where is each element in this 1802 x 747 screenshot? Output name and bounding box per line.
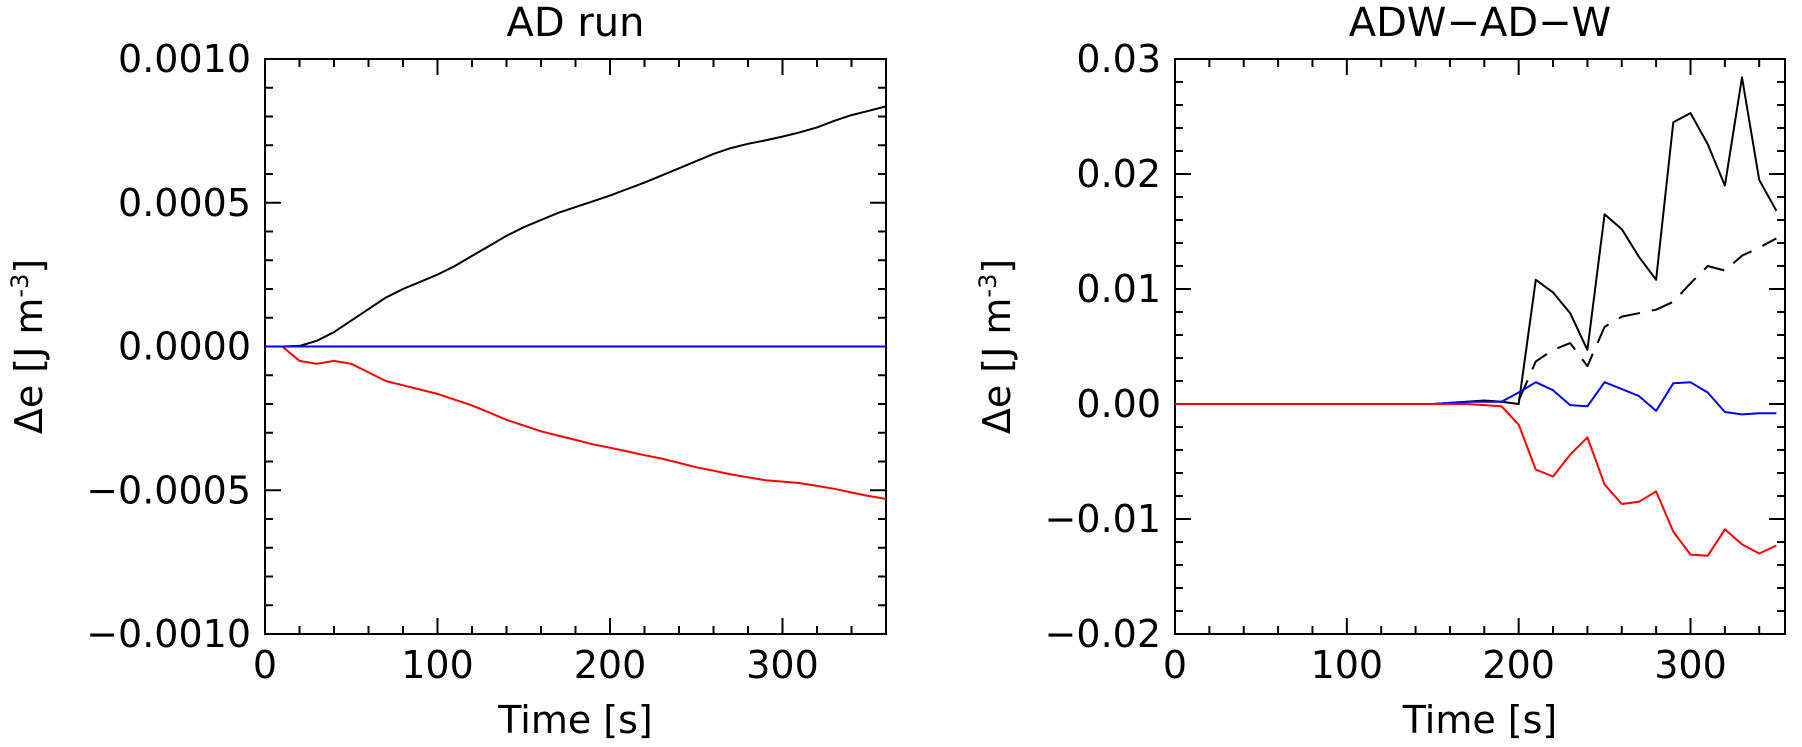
y-axis-label-main: Δe [J m: [975, 298, 1019, 435]
series-line-3: [1175, 403, 1777, 557]
x-tick-label: 300: [1654, 643, 1727, 687]
x-axis-label: Time [s]: [497, 698, 653, 742]
y-tick-label: −0.0010: [86, 612, 251, 656]
plot-frame: [1174, 58, 1786, 635]
y-axis-label-close: ]: [975, 259, 1019, 274]
y-tick-label: 0.03: [1076, 37, 1161, 81]
panel-adw-ad-w: ADW−AD−W 0 100 200 300 −0.02 −0.01 0.00 0.01 0.02…: [974, 0, 1786, 742]
y-tick-label: −0.01: [1045, 497, 1161, 541]
series-line-0: [265, 105, 886, 348]
y-tick-label: 0.02: [1076, 152, 1161, 196]
chart-title: ADW−AD−W: [1349, 0, 1611, 46]
y-tick-label: 0.01: [1076, 267, 1161, 311]
x-tick-label: 0: [1163, 643, 1187, 687]
x-tick-label: 0: [253, 643, 277, 687]
y-axis-label: Δe [J m-3]: [974, 259, 1019, 434]
chart-title: AD run: [506, 0, 644, 46]
y-tick-label: 0.0000: [118, 325, 251, 369]
x-tick-label: 200: [574, 643, 647, 687]
y-tick-label: −0.0005: [86, 468, 251, 512]
series-line-1: [1517, 237, 1777, 401]
y-axis-label-exponent: -3: [6, 274, 34, 298]
y-axis-label-main: Δe [J m: [7, 298, 51, 435]
y-tick-label: 0.00: [1076, 382, 1161, 426]
x-axis-label: Time [s]: [1402, 698, 1558, 742]
y-tick-label: 0.0005: [118, 181, 251, 225]
y-axis-label-exponent: -3: [974, 274, 1002, 298]
x-tick-label: 200: [1482, 643, 1555, 687]
series-line-2: [1175, 381, 1777, 416]
x-tick-label: 100: [1311, 643, 1384, 687]
y-tick-label: −0.02: [1045, 612, 1161, 656]
series-line-1: [265, 345, 886, 500]
panel-ad-run: AD run 0 100 200 300 −0.0010 −0.0005 0.0000 0.00…: [6, 0, 887, 742]
x-tick-label: 300: [746, 643, 819, 687]
series-line-0: [1175, 76, 1778, 405]
y-axis-label-close: ]: [7, 259, 51, 274]
y-axis-label: Δe [J m-3]: [6, 259, 51, 434]
y-tick-label: 0.0010: [118, 37, 251, 81]
x-tick-label: 100: [401, 643, 474, 687]
